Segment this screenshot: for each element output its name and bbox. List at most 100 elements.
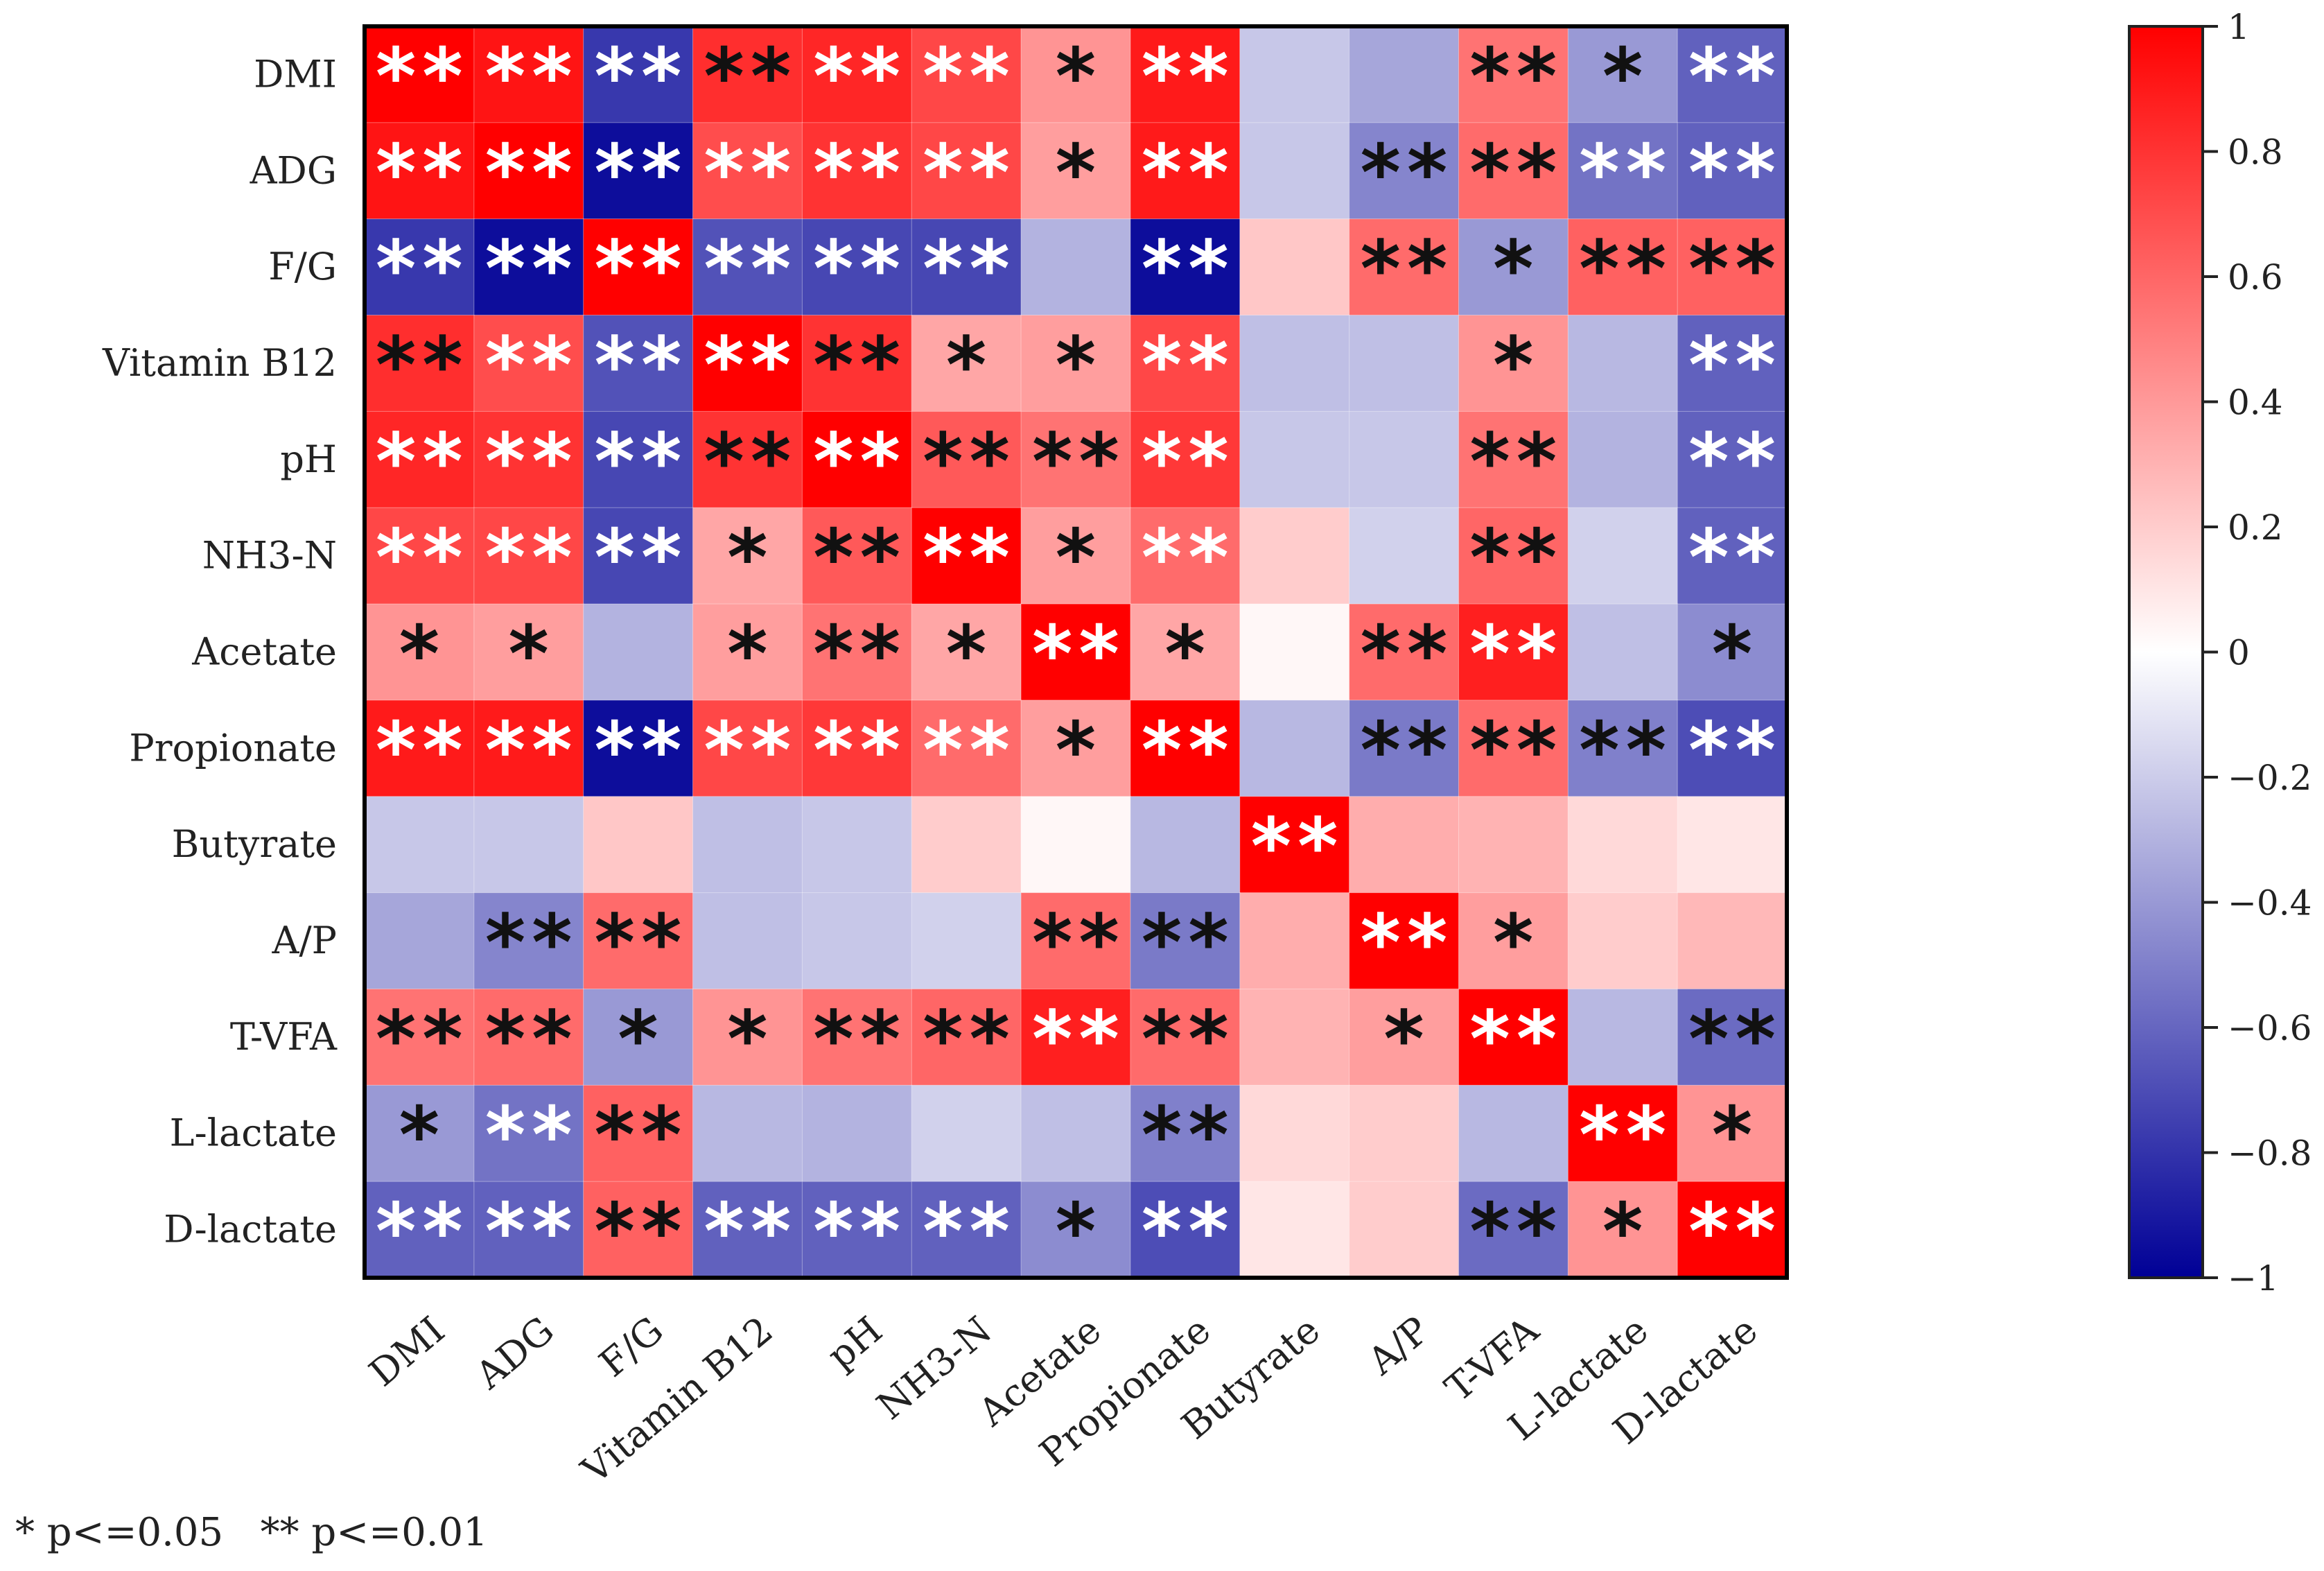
cell-t-vfa-ph (801, 988, 913, 1086)
cell-f-g-f-g (583, 218, 694, 316)
cell-t-vfa-l-lactate (1567, 988, 1679, 1086)
cell-ph-butyrate (1239, 410, 1350, 509)
cell-butyrate-ph (801, 796, 913, 894)
cell-propionate-l-lactate (1567, 700, 1679, 797)
sig-marker-vitamin-b12-propionate: ** (1138, 321, 1232, 411)
colorbar-ticks: 1 0.8 0.6 0.4 0.2 0 −0.2 −0.4 −0.6 −0.8 −1 (2203, 7, 2312, 1299)
cell-adg-dmi (364, 122, 475, 220)
cell-nh3-n-ph (801, 507, 913, 605)
sig-marker-nh3-n-acetate: * (1052, 514, 1099, 604)
cell-ph-acetate (1020, 410, 1131, 509)
sig-marker-l-lactate-l-lactate: ** (1576, 1091, 1670, 1181)
sig-marker-vitamin-b12-nh3-n: * (943, 321, 989, 411)
cell-dmi-acetate (1020, 26, 1131, 123)
cell-ph-a-p (1349, 410, 1460, 509)
sig-marker-propionate-adg: ** (482, 706, 575, 796)
sig-marker-ph-propionate: ** (1138, 417, 1232, 507)
cell-nh3-n-t-vfa (1458, 507, 1569, 605)
cell-d-lactate-adg (473, 1181, 584, 1278)
cell-nh3-n-vitamin-b12 (692, 507, 803, 605)
sig-marker-nh3-n-d-lactate: ** (1686, 514, 1779, 604)
sig-marker-butyrate-butyrate: ** (1248, 802, 1341, 892)
colorbar-tick-label: 0.8 (2228, 132, 2283, 173)
cell-propionate-f-g (583, 700, 694, 797)
y-label-acetate: Acetate (191, 630, 337, 674)
sig-marker-f-g-dmi: ** (372, 225, 466, 315)
sig-marker-t-vfa-ph: ** (810, 995, 904, 1085)
y-label-nh3-n: NH3-N (202, 534, 337, 578)
cell-t-vfa-butyrate (1239, 988, 1350, 1086)
sig-marker-propionate-acetate: * (1052, 706, 1099, 796)
sig-marker-propionate-ph: ** (810, 706, 904, 796)
cell-f-g-propionate (1130, 218, 1241, 316)
cell-l-lactate-propionate (1130, 1084, 1241, 1183)
sig-marker-d-lactate-dmi: ** (372, 1188, 466, 1278)
cell-nh3-n-acetate (1020, 507, 1131, 605)
cell-butyrate-d-lactate (1677, 796, 1788, 894)
cell-l-lactate-dmi (364, 1084, 475, 1183)
cell-adg-propionate (1130, 122, 1241, 220)
cell-a-p-adg (473, 892, 584, 990)
colorbar-tick-label: −1 (2228, 1258, 2279, 1299)
cell-d-lactate-vitamin-b12 (692, 1181, 803, 1278)
x-label-ph: pH (819, 1308, 891, 1378)
cell-propionate-t-vfa (1458, 700, 1569, 797)
cell-nh3-n-propionate (1130, 507, 1241, 605)
sig-marker-f-g-d-lactate: ** (1686, 225, 1779, 315)
x-label-a-p: A/P (1359, 1308, 1438, 1384)
sig-marker-propionate-dmi: ** (372, 706, 466, 796)
sig-marker-l-lactate-adg: ** (482, 1091, 575, 1181)
sig-marker-l-lactate-d-lactate: * (1709, 1091, 1755, 1181)
sig-marker-nh3-n-vitamin-b12: * (724, 514, 771, 604)
sig-marker-vitamin-b12-t-vfa: * (1490, 321, 1537, 411)
cell-acetate-dmi (364, 603, 475, 701)
sig-marker-vitamin-b12-d-lactate: ** (1686, 321, 1779, 411)
cell-t-vfa-t-vfa (1458, 988, 1569, 1086)
x-label-dmi: DMI (361, 1308, 453, 1395)
cell-a-p-ph (801, 892, 913, 990)
cell-l-lactate-acetate (1020, 1084, 1131, 1183)
cell-l-lactate-t-vfa (1458, 1084, 1569, 1183)
cell-acetate-d-lactate (1677, 603, 1788, 701)
y-axis-labels: DMI ADG F/G Vitamin B12 pH NH3-N Acetate Propio… (102, 52, 338, 1251)
cell-l-lactate-a-p (1349, 1084, 1460, 1183)
cell-a-p-nh3-n (911, 892, 1022, 990)
sig-marker-t-vfa-d-lactate: ** (1686, 995, 1779, 1085)
cell-ph-l-lactate (1567, 410, 1679, 509)
sig-marker-ph-dmi: ** (372, 417, 466, 507)
sig-marker-dmi-vitamin-b12: ** (701, 32, 794, 122)
cell-f-g-a-p (1349, 218, 1460, 316)
sig-marker-vitamin-b12-adg: ** (482, 321, 575, 411)
cell-a-p-propionate (1130, 892, 1241, 990)
colorbar-gradient (2128, 25, 2204, 1279)
cell-f-g-t-vfa (1458, 218, 1569, 316)
cell-butyrate-butyrate (1239, 796, 1350, 894)
cell-d-lactate-f-g (583, 1181, 694, 1278)
cell-f-g-d-lactate (1677, 218, 1788, 316)
sig-marker-adg-f-g: ** (591, 128, 685, 218)
x-label-vitamin-b12: Vitamin B12 (573, 1308, 781, 1493)
cell-a-p-f-g (583, 892, 694, 990)
cell-acetate-butyrate (1239, 603, 1350, 701)
cell-a-p-d-lactate (1677, 892, 1788, 990)
cell-d-lactate-butyrate (1239, 1181, 1350, 1278)
cell-dmi-ph (801, 26, 913, 123)
y-label-butyrate: Butyrate (172, 822, 337, 866)
sig-marker-f-g-f-g: ** (591, 225, 685, 315)
y-label-adg: ADG (250, 148, 337, 192)
cell-adg-l-lactate (1567, 122, 1679, 220)
cell-propionate-dmi (364, 700, 475, 797)
cell-a-p-acetate (1020, 892, 1131, 990)
cell-propionate-ph (801, 700, 913, 797)
cell-t-vfa-acetate (1020, 988, 1131, 1086)
sig-marker-l-lactate-f-g: ** (591, 1091, 685, 1181)
heatmap-cells (364, 26, 1788, 1278)
cell-nh3-n-butyrate (1239, 507, 1350, 605)
sig-marker-adg-t-vfa: ** (1467, 128, 1560, 218)
cell-ph-adg (473, 410, 584, 509)
sig-marker-ph-adg: ** (482, 417, 575, 507)
sig-marker-d-lactate-l-lactate: * (1600, 1188, 1646, 1278)
sig-marker-d-lactate-acetate: * (1052, 1188, 1099, 1278)
sig-marker-ph-f-g: ** (591, 417, 685, 507)
sig-marker-d-lactate-ph: ** (810, 1188, 904, 1278)
